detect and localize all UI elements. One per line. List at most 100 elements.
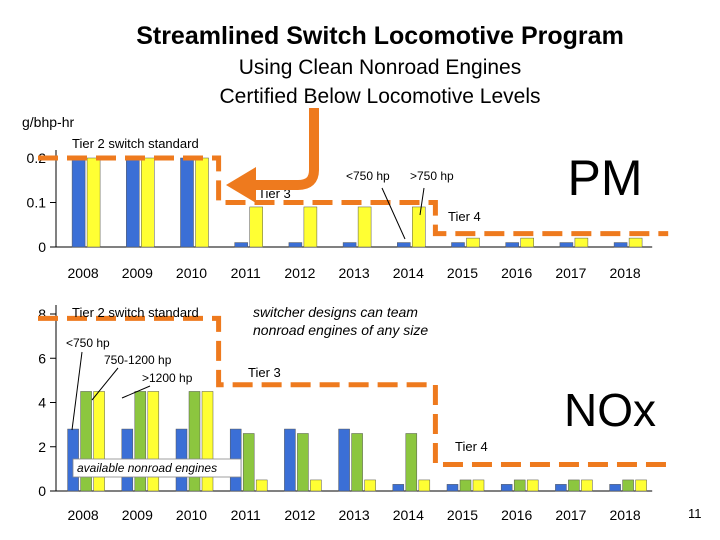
x-tick-label: 2013 [339,507,370,523]
x-tick-label: 2016 [501,507,532,523]
bar [609,484,621,492]
y-axis-label: g/bhp-hr [22,114,74,130]
slide-subtitle-line1: Using Clean Nonroad Engines [238,56,522,79]
bar [574,237,589,248]
bar [555,484,567,492]
bar [466,237,480,248]
bar [147,391,160,492]
x-tick-label: 2018 [610,265,641,281]
bar [635,479,647,492]
bar [234,242,248,248]
bar [297,433,309,492]
bar [568,479,580,492]
bar [195,157,209,248]
leader-line [91,367,119,401]
bar [520,237,534,248]
slide-number: 11 [688,506,702,521]
bar [397,242,411,248]
x-tick-label: 2012 [284,507,315,523]
bar [303,206,318,248]
y-tick-label: 0 [38,239,46,255]
x-tick-label: 2012 [284,265,315,281]
x-tick-label: 2009 [122,507,153,523]
bar [249,206,263,248]
bar [351,433,363,492]
bar [180,157,194,248]
annotation: >750 hp [410,169,454,183]
leader-line [419,187,425,216]
bar [628,237,643,248]
bar [80,391,92,492]
standard-line [38,315,669,467]
standard-label: Tier 2 switch standard [72,305,199,320]
x-tick-label: 2014 [393,265,424,281]
annotation-box [72,458,242,478]
annotation: >1200 hp [142,371,193,385]
annotation: available nonroad engines [77,461,217,475]
standard-label: Tier 2 switch standard [72,136,199,151]
bar [288,242,303,248]
bar [446,484,459,492]
y-tick-label: 0.2 [27,150,47,166]
x-tick-label: 2011 [231,507,261,523]
y-tick-label: 2 [38,439,46,455]
bar [405,433,418,492]
bar [451,242,465,248]
bar [581,479,593,492]
annotation: <750 hp [66,336,110,350]
bar [459,479,472,492]
leader-line [381,187,406,240]
bar [526,479,539,492]
leader-line [121,385,151,399]
x-tick-label: 2008 [68,507,99,523]
bar [310,479,322,492]
bar [242,433,255,492]
y-tick-label: 0 [38,483,46,499]
bar [472,479,485,492]
bar [513,479,526,492]
bar [342,242,357,248]
x-tick-label: 2008 [68,265,99,281]
annotation-overlay [226,108,319,203]
slide-title: Streamlined Switch Locomotive Program [136,22,624,50]
callout-arrow [255,108,319,190]
bar [418,479,431,492]
x-tick-label: 2014 [393,507,424,523]
standard-line [38,155,669,237]
callout-arrowhead [226,167,256,203]
standard-label: Tier 3 [248,365,281,380]
bar [613,242,628,248]
x-tick-label: 2017 [555,265,586,281]
annotation: switcher designs can team [253,304,418,320]
y-tick-label: 8 [38,306,46,322]
chart-name-label: NOx [564,384,656,436]
bar [134,391,147,492]
nox-chart: 0 2 4 6 8 2008 2009 2010 2011 2012 2013 2014 2015 201… [38,304,669,523]
x-tick-label: 2010 [176,507,207,523]
x-tick-label: 2011 [231,265,261,281]
bar [284,428,296,492]
bar [392,484,405,492]
x-tick-label: 2013 [339,265,370,281]
y-tick-label: 6 [38,350,46,366]
bar [126,157,140,248]
bar [412,206,426,248]
bar [505,242,519,248]
annotation: nonroad engines of any size [253,322,428,338]
y-tick-label: 0.1 [27,195,47,211]
bar [141,157,155,248]
x-tick-label: 2010 [176,265,207,281]
bar [622,479,634,492]
annotation: <750 hp [346,169,390,183]
x-tick-label: 2017 [555,507,586,523]
bar [255,479,268,492]
bar [500,484,513,492]
bar [357,206,372,248]
x-tick-label: 2009 [122,265,153,281]
annotation: 750-1200 hp [104,353,172,367]
x-tick-label: 2016 [501,265,532,281]
x-tick-label: 2018 [610,507,641,523]
standard-label: Tier 4 [455,439,488,454]
